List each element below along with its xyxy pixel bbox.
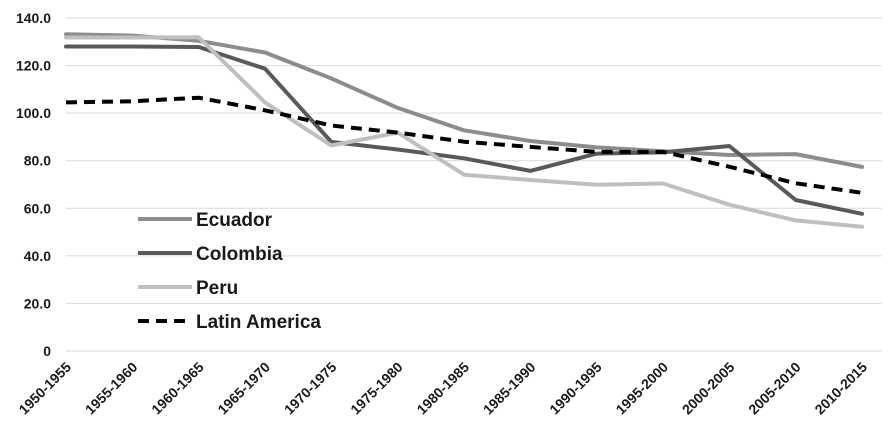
series-line-peru (64, 35, 864, 229)
x-tick-label: 2005-2010 (745, 359, 804, 418)
y-tick-label: 20.0 (24, 295, 51, 311)
legend-label: Colombia (196, 244, 283, 265)
legend-label: Peru (196, 278, 238, 299)
x-tick-label: 1985-1990 (480, 359, 539, 418)
series-line-latin-america (65, 95, 863, 195)
legend-label: Ecuador (196, 210, 273, 231)
y-tick-label: 60.0 (24, 200, 51, 216)
x-tick-label: 1955-1960 (82, 359, 141, 418)
x-tick-label: 2000-2005 (679, 359, 738, 418)
series-line-colombia (64, 44, 864, 216)
legend-label: Latin America (196, 312, 321, 333)
y-tick-label: 100.0 (16, 105, 51, 121)
y-tick-label: 120.0 (16, 58, 51, 74)
x-tick-label: 1950-1955 (15, 359, 74, 418)
x-tick-label: 1960-1965 (148, 359, 207, 418)
series-line-ecuador (64, 32, 864, 169)
x-tick-label: 1965-1970 (214, 359, 273, 418)
y-tick-label: 0 (43, 343, 51, 359)
x-tick-label: 1995-2000 (612, 359, 671, 418)
x-tick-label: 2010-2015 (811, 359, 870, 418)
y-axis-tick-labels: 0 20.0 40.0 60.0 80.0 100.0 120.0 140.0 (16, 10, 51, 359)
y-tick-label: 80.0 (24, 153, 51, 169)
x-tick-label: 1980-1985 (413, 359, 472, 418)
x-tick-label: 1975-1980 (347, 359, 406, 418)
series-lines (64, 32, 864, 229)
y-tick-label: 40.0 (24, 248, 51, 264)
grid-lines (66, 17, 882, 352)
y-tick-label: 140.0 (16, 10, 51, 26)
x-axis-tick-labels: 1950-1955 1955-1960 1960-1965 1965-1970 1970… (15, 359, 870, 418)
x-tick-label: 1990-1995 (546, 359, 605, 418)
x-tick-label: 1970-1975 (281, 359, 340, 418)
legend: Ecuador Colombia Peru Latin America (138, 210, 321, 333)
